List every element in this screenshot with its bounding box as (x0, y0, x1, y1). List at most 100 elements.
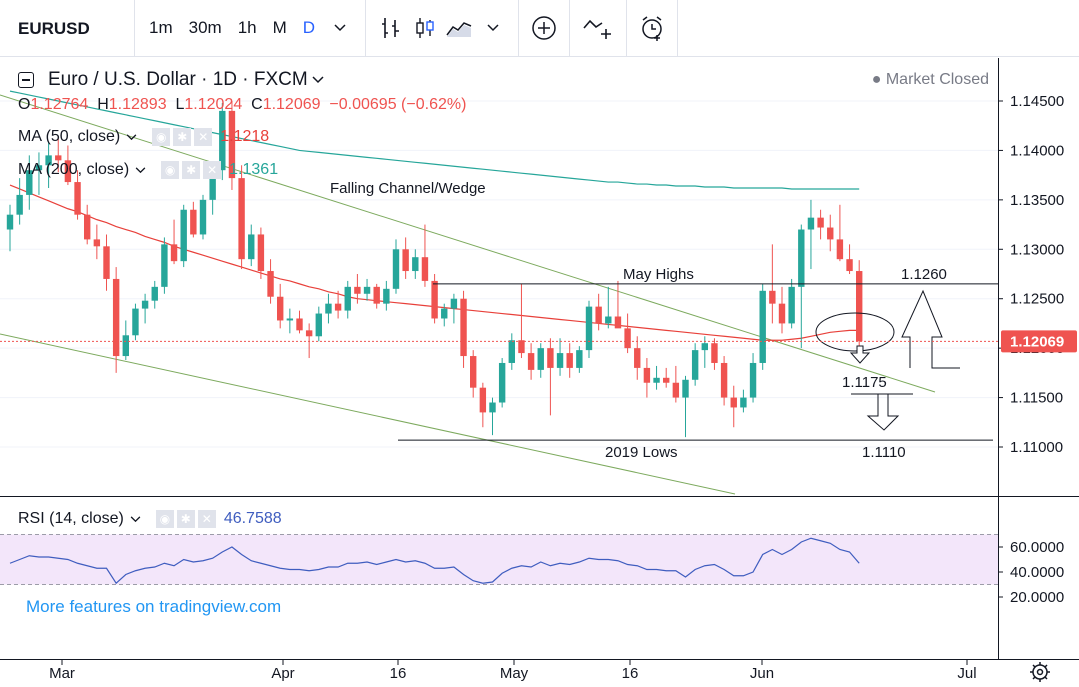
toolbar-divider (569, 0, 571, 57)
arrow-down-small-shape[interactable] (849, 345, 871, 364)
chevron-down-icon[interactable] (323, 11, 357, 45)
chart-title[interactable]: Euro / U.S. Dollar · 1D · FXCM (48, 69, 308, 90)
symbol-legend: Euro / U.S. Dollar · 1D · FXCM (18, 69, 324, 91)
eye-icon[interactable]: ◉ (155, 510, 174, 528)
target-value[interactable]: 1.1175 (842, 374, 887, 391)
interval-day[interactable]: D (302, 18, 316, 37)
ohlc-close-label: C (251, 96, 263, 113)
candle-body (219, 110, 226, 171)
candle-body (334, 303, 342, 311)
gear-icon[interactable]: ✱ (182, 161, 201, 179)
bar-chart-icon[interactable] (374, 11, 408, 45)
channel-lower-line[interactable] (0, 333, 736, 495)
ohlc-change: −0.00695 (−0.62%) (329, 96, 467, 113)
time-axis[interactable]: Mar Apr 16 May 16 Jun Jul (49, 660, 977, 682)
candle-body (653, 377, 660, 383)
rsi-tick-label: 40.0000 (1010, 564, 1064, 581)
rsi-label[interactable]: RSI (14, close) (18, 510, 124, 527)
candle-body (634, 348, 641, 368)
highlight-ellipse[interactable] (815, 312, 895, 352)
candle-body (305, 330, 313, 337)
candle-body (846, 259, 853, 272)
candle-body (180, 209, 187, 262)
gear-icon[interactable]: ✱ (173, 128, 192, 146)
candle-body (605, 316, 612, 324)
collapse-icon[interactable] (18, 72, 34, 88)
ohlc-high: 1.12893 (108, 96, 167, 113)
chevron-down-icon[interactable] (126, 128, 137, 146)
area-chart-icon[interactable] (442, 11, 476, 45)
candle-body (103, 246, 110, 279)
arrow-down-shape[interactable] (851, 393, 913, 431)
candlestick-icon[interactable] (408, 11, 442, 45)
candle-body (643, 367, 651, 383)
candle-body (460, 298, 467, 357)
candle-body (93, 239, 101, 247)
ohlc-close: 1.12069 (262, 96, 321, 113)
candle-body (798, 229, 805, 287)
close-icon[interactable]: ✕ (203, 161, 222, 179)
candle-body (84, 214, 91, 240)
gear-icon[interactable] (1030, 662, 1050, 682)
candle-body (248, 234, 255, 260)
candle-body (363, 286, 371, 294)
may-highs-label[interactable]: May Highs (623, 266, 694, 283)
ma200-label[interactable]: MA (200, close) (18, 161, 130, 178)
rsi-axis[interactable]: 20.0000 40.0000 60.0000 (998, 539, 1064, 606)
toolbar-divider (677, 0, 679, 57)
arrow-up-shape[interactable] (901, 289, 960, 369)
candle-body (402, 249, 409, 272)
promo-link[interactable]: More features on tradingview.com (26, 597, 282, 616)
time-tick-label: 16 (390, 665, 407, 682)
may-highs-value[interactable]: 1.1260 (901, 266, 947, 283)
gear-icon[interactable]: ✱ (176, 510, 195, 528)
candle-body (672, 382, 680, 398)
candle-body (141, 300, 149, 309)
candle-body (827, 227, 834, 240)
symbol-search[interactable]: EURUSD (0, 0, 135, 57)
chevron-down-icon[interactable] (130, 510, 141, 528)
time-tick-label: Jun (750, 665, 774, 682)
eye-icon[interactable]: ◉ (161, 161, 180, 179)
interval-month[interactable]: M (272, 18, 287, 37)
candle-body (344, 286, 351, 311)
rsi-value: 46.7588 (223, 510, 282, 527)
candle-body (817, 217, 824, 228)
interval-30m[interactable]: 30m (188, 18, 222, 37)
price-tick-label: 1.14000 (1010, 142, 1064, 159)
channel-label[interactable]: Falling Channel/Wedge (330, 180, 486, 197)
candle-body (595, 306, 602, 324)
candle-body (730, 397, 737, 408)
alert-icon[interactable] (635, 11, 669, 45)
lows-value[interactable]: 1.1110 (862, 444, 906, 461)
interval-1m[interactable]: 1m (149, 18, 173, 37)
lows-label[interactable]: 2019 Lows (605, 444, 678, 461)
close-icon[interactable]: ✕ (194, 128, 213, 146)
candle-body (759, 290, 766, 363)
rsi-tick-label: 60.0000 (1010, 539, 1064, 556)
eye-icon[interactable]: ◉ (152, 128, 171, 146)
ma50-label[interactable]: MA (50, close) (18, 128, 121, 145)
close-icon[interactable]: ✕ (197, 510, 216, 528)
add-indicator-icon[interactable] (527, 11, 561, 45)
candle-body (392, 249, 400, 289)
candle-body (556, 353, 564, 368)
rsi-band (0, 534, 998, 585)
candle-body (412, 257, 419, 272)
price-axis[interactable]: 1.110001.115001.120001.125001.130001.135… (998, 93, 1064, 456)
chevron-down-icon[interactable] (312, 71, 324, 89)
candle-body (16, 194, 23, 215)
time-tick-label: Mar (49, 665, 75, 682)
rsi-legend: RSI (14, close) ◉ ✱ ✕ 46.7588 (18, 510, 282, 528)
time-tick-label: May (500, 665, 529, 682)
chevron-down-icon[interactable] (476, 11, 510, 45)
chevron-down-icon[interactable] (135, 161, 146, 179)
toolbar-divider (365, 0, 367, 57)
compare-icon[interactable] (578, 11, 618, 45)
price-tick-label: 1.13000 (1010, 241, 1064, 258)
candle-body (585, 306, 593, 351)
candle-body (26, 170, 33, 195)
candle-body (769, 290, 776, 304)
candle-body (807, 217, 815, 230)
interval-1h[interactable]: 1h (237, 18, 257, 37)
